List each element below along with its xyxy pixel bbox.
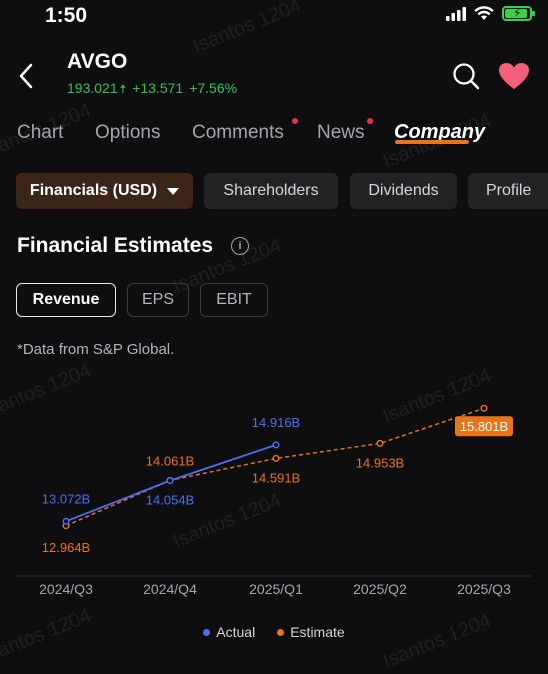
info-icon[interactable]: i [231,237,249,255]
x-tick-label: 2024/Q3 [39,581,93,597]
tab-chart[interactable]: Chart [17,122,64,143]
quote-line: 193.021 🠅 +13.571 +7.56% [67,80,237,101]
x-tick-label: 2025/Q2 [353,581,407,597]
legend-actual-label: Actual [216,624,256,640]
notification-dot [367,118,373,124]
actual-data-label: 14.916B [252,415,300,430]
search-icon[interactable] [452,62,480,90]
legend-estimate-swatch [277,628,285,636]
x-tick-label: 2025/Q1 [249,581,303,597]
shareholders-chip[interactable]: Shareholders [204,173,338,209]
legend-estimate-label: Estimate [290,624,345,640]
actual-point [272,441,280,449]
signal-icon [446,6,466,21]
estimate-data-label: 12.964B [42,540,90,555]
wifi-icon [474,6,494,20]
last-price: 193.021 🠅 [67,80,127,96]
tab-news[interactable]: News [317,122,365,143]
status-icons: ⚡ [446,6,535,21]
up-arrow-icon: 🠅 [119,82,127,96]
caret-down-icon [167,187,180,195]
notification-dot [292,118,298,124]
status-time: 1:50 [45,4,88,27]
estimate-data-label: 14.591B [252,470,300,485]
tab-company[interactable]: Company [394,121,486,143]
actual-data-label: 14.054B [146,493,194,508]
estimate-point [480,404,488,412]
price-change-percent: +7.56% [189,80,238,96]
estimate-point [272,454,280,462]
data-source-note: *Data from S&P Global. [17,341,175,358]
estimate-point [376,439,384,447]
estimate-data-label: 14.953B [356,455,404,470]
tab-comments[interactable]: Comments [192,122,284,143]
watermark: Isantos 1204 [189,0,305,58]
highlight-data-label: 15.801B [460,419,508,434]
highlight-label-box [455,416,513,437]
legend-actual-swatch [203,628,211,636]
segment-eps[interactable]: EPS [127,283,189,317]
legend-actual[interactable]: Actual [203,624,255,640]
actual-point [62,517,70,525]
dividends-chip[interactable]: Dividends [350,173,457,209]
favorite-heart-icon[interactable] [498,62,530,90]
active-tab-indicator [395,140,469,144]
tab-bar: Chart Options Comments News Company [0,118,548,150]
price-change: +13.571 [132,80,184,96]
segment-ebit[interactable]: EBIT [200,283,268,317]
x-tick-label: 2024/Q4 [143,581,197,597]
estimates-chart: 2024/Q3 2024/Q4 2025/Q1 2025/Q2 2025/Q3 13.07… [16,404,532,597]
profile-chip[interactable]: Profile [468,173,548,209]
segment-revenue[interactable]: Revenue [16,283,116,317]
tab-options[interactable]: Options [95,122,161,143]
financials-dropdown[interactable]: Financials (USD) [16,173,193,209]
ticker-symbol: AVGO [67,50,128,73]
actual-point [166,477,174,485]
section-title: Financial Estimates [17,234,214,257]
financials-label: Financials (USD) [29,182,158,199]
legend-estimate[interactable]: Estimate [277,624,345,640]
back-icon[interactable] [16,62,36,90]
battery-icon: ⚡ [502,6,535,21]
chart-legend: Actual Estimate [0,624,548,640]
estimate-data-label: 14.061B [146,453,194,468]
actual-data-label: 13.072B [42,491,90,506]
x-tick-label: 2025/Q3 [457,581,511,597]
